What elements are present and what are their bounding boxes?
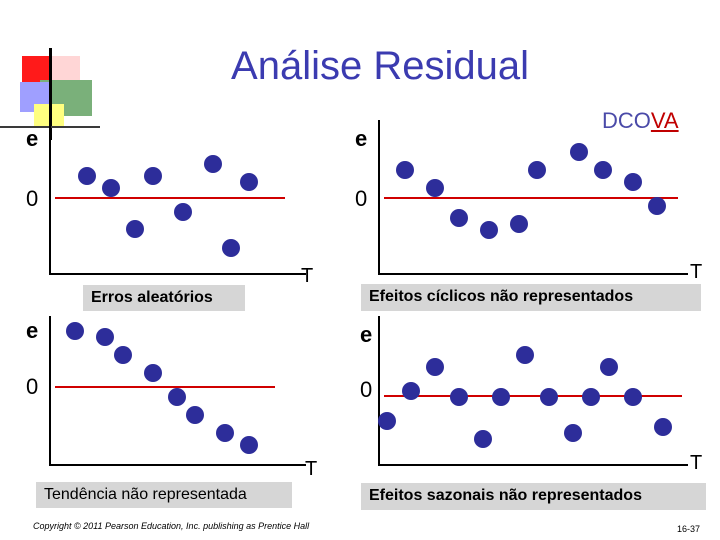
x-axis (378, 464, 688, 466)
y-axis-label: e (26, 318, 39, 343)
data-point (186, 406, 204, 424)
y-axis (378, 316, 380, 465)
data-point (378, 412, 396, 430)
data-point (594, 161, 612, 179)
data-point (144, 364, 162, 382)
data-point (528, 161, 546, 179)
data-point (96, 328, 114, 346)
data-point (654, 418, 672, 436)
data-point (492, 388, 510, 406)
panel-caption: Erros aleatórios (83, 285, 245, 311)
data-point (582, 388, 600, 406)
data-point (102, 179, 120, 197)
y-axis (378, 120, 380, 274)
data-point (624, 173, 642, 191)
data-point (114, 346, 132, 364)
data-point (426, 179, 444, 197)
slide-title: Análise Residual (231, 44, 529, 88)
x-axis-label: T (305, 458, 318, 480)
data-point (450, 388, 468, 406)
x-axis (49, 273, 306, 275)
zero-line (384, 197, 678, 199)
brand-prefix: DCO (602, 108, 651, 133)
y-axis (49, 316, 51, 465)
brand-logo-text: DCOVA (602, 108, 679, 134)
panel-caption: Tendência não representada (36, 482, 292, 508)
panel-caption: Efeitos sazonais não representados (361, 483, 706, 510)
data-point (204, 155, 222, 173)
data-point (240, 436, 258, 454)
page-number: 16-37 (677, 524, 701, 534)
data-point (216, 424, 234, 442)
data-point (78, 167, 96, 185)
data-point (480, 221, 498, 239)
zero-line (55, 386, 275, 388)
data-point (570, 143, 588, 161)
y-axis (49, 120, 51, 274)
data-point (648, 197, 666, 215)
data-point (396, 161, 414, 179)
y-axis-label: e (360, 322, 373, 347)
data-point (402, 382, 420, 400)
decorative-logo (0, 48, 100, 140)
x-axis-label: T (690, 261, 703, 283)
data-point (66, 322, 84, 340)
zero-label: 0 (355, 186, 368, 211)
data-point (240, 173, 258, 191)
data-point (450, 209, 468, 227)
brand-underlined: VA (650, 108, 679, 133)
zero-label: 0 (26, 374, 39, 399)
copyright-notice: Copyright © 2011 Pearson Education, Inc.… (33, 521, 310, 531)
data-point (168, 388, 186, 406)
zero-label: 0 (360, 377, 373, 402)
data-point (540, 388, 558, 406)
x-axis-label: T (690, 452, 703, 474)
data-point (564, 424, 582, 442)
data-point (174, 203, 192, 221)
zero-line (384, 395, 682, 397)
zero-label: 0 (26, 186, 39, 211)
data-point (426, 358, 444, 376)
data-point (474, 430, 492, 448)
x-axis-label: T (301, 265, 314, 287)
y-axis-label: e (26, 126, 39, 151)
x-axis (378, 273, 688, 275)
zero-line (55, 197, 285, 199)
data-point (510, 215, 528, 233)
data-point (144, 167, 162, 185)
panel-caption: Efeitos cíclicos não representados (361, 284, 701, 311)
data-point (624, 388, 642, 406)
data-point (600, 358, 618, 376)
data-point (516, 346, 534, 364)
y-axis-label: e (355, 126, 368, 151)
data-point (126, 220, 144, 238)
data-point (222, 239, 240, 257)
x-axis (49, 464, 306, 466)
